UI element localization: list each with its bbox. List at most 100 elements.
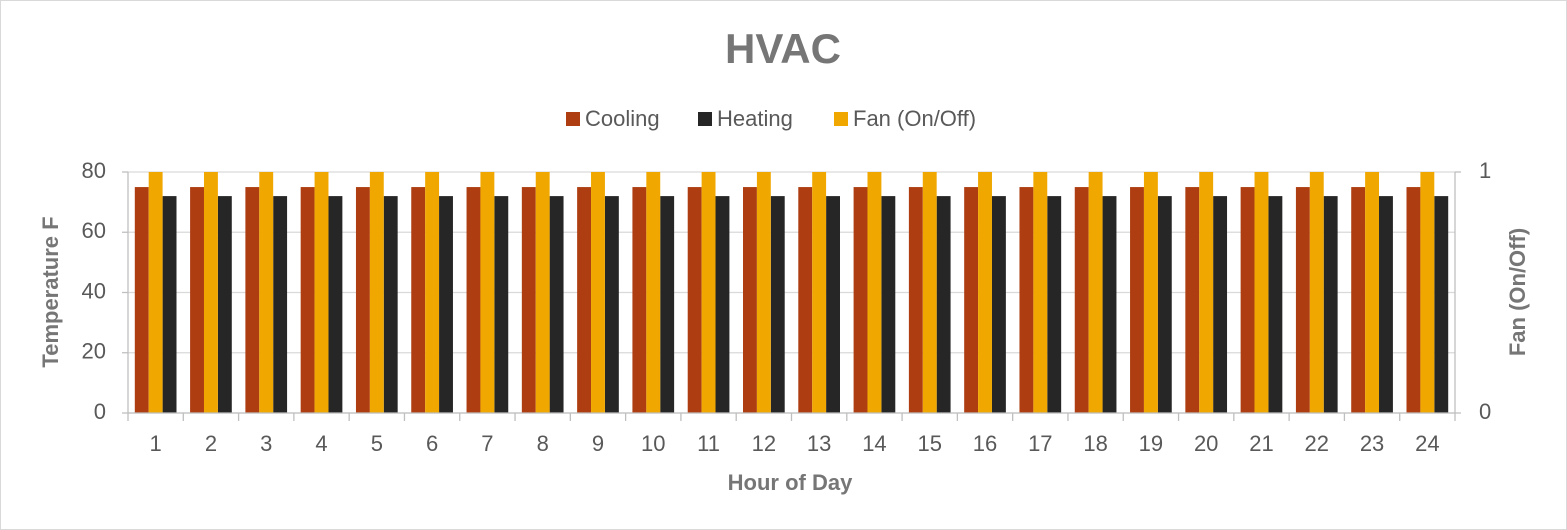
bar bbox=[190, 187, 204, 413]
chart-title: HVAC bbox=[725, 25, 841, 72]
bar bbox=[1351, 187, 1366, 413]
bar bbox=[355, 187, 370, 413]
x-tick-label: 12 bbox=[752, 431, 776, 456]
bar bbox=[1130, 187, 1144, 413]
bar bbox=[494, 196, 509, 413]
bar bbox=[991, 196, 1006, 413]
bar bbox=[245, 187, 260, 413]
x-tick-label: 7 bbox=[481, 431, 493, 456]
x-tick-label: 3 bbox=[260, 431, 272, 456]
bar bbox=[314, 172, 329, 413]
bar bbox=[1240, 187, 1255, 413]
bar bbox=[853, 187, 868, 413]
bar bbox=[922, 172, 937, 413]
y-tick-label: 80 bbox=[82, 158, 106, 183]
bar bbox=[480, 172, 495, 413]
bar bbox=[203, 172, 218, 413]
x-tick-label: 18 bbox=[1083, 431, 1107, 456]
x-tick-label: 5 bbox=[371, 431, 383, 456]
y2-axis-title: Fan (On/Off) bbox=[1505, 228, 1530, 356]
bar bbox=[660, 196, 675, 413]
y-tick-label: 0 bbox=[94, 399, 106, 424]
bar bbox=[756, 172, 771, 413]
bar bbox=[1047, 196, 1062, 413]
bar bbox=[466, 187, 481, 413]
y2-tick-label: 0 bbox=[1479, 399, 1491, 424]
bar bbox=[715, 196, 730, 413]
bar bbox=[300, 187, 315, 413]
bar bbox=[439, 196, 453, 413]
bar bbox=[604, 196, 619, 413]
x-tick-label: 23 bbox=[1360, 431, 1384, 456]
bar bbox=[1323, 196, 1338, 413]
bar bbox=[591, 172, 605, 413]
x-tick-label: 14 bbox=[862, 431, 886, 456]
y2-tick-label: 1 bbox=[1479, 158, 1491, 183]
x-tick-label: 17 bbox=[1028, 431, 1052, 456]
bar bbox=[273, 196, 288, 413]
bar bbox=[1268, 196, 1283, 413]
bar bbox=[535, 172, 550, 413]
bar bbox=[1254, 172, 1269, 413]
bar bbox=[1365, 172, 1380, 413]
y-axis-title: Temperature F bbox=[38, 216, 63, 367]
y-tick-label: 60 bbox=[82, 218, 106, 243]
bar bbox=[425, 172, 440, 413]
bar bbox=[881, 196, 896, 413]
x-tick-label: 8 bbox=[537, 431, 549, 456]
bar bbox=[521, 187, 536, 413]
bar bbox=[1406, 187, 1421, 413]
x-tick-label: 13 bbox=[807, 431, 831, 456]
bar bbox=[798, 187, 813, 413]
bar bbox=[1295, 187, 1310, 413]
x-tick-label: 16 bbox=[973, 431, 997, 456]
bar bbox=[383, 196, 398, 413]
x-tick-label: 10 bbox=[641, 431, 665, 456]
bar bbox=[1309, 172, 1324, 413]
bar bbox=[936, 196, 951, 413]
x-tick-label: 1 bbox=[150, 431, 162, 456]
bar bbox=[411, 187, 426, 413]
bar bbox=[1088, 172, 1103, 413]
bar bbox=[964, 187, 979, 413]
legend-label: Fan (On/Off) bbox=[853, 106, 976, 131]
legend-swatch bbox=[834, 112, 848, 126]
x-tick-label: 4 bbox=[315, 431, 327, 456]
legend-label: Cooling bbox=[585, 106, 660, 131]
bar bbox=[1033, 172, 1048, 413]
legend-swatch bbox=[566, 112, 580, 126]
bar bbox=[701, 172, 716, 413]
bar bbox=[1434, 196, 1449, 413]
bar bbox=[812, 172, 827, 413]
bar bbox=[162, 196, 177, 413]
bar bbox=[770, 196, 785, 413]
bar bbox=[867, 172, 882, 413]
bar bbox=[1102, 196, 1117, 413]
bar bbox=[908, 187, 923, 413]
bar bbox=[1157, 196, 1172, 413]
x-tick-label: 11 bbox=[697, 431, 720, 456]
x-tick-label: 2 bbox=[205, 431, 217, 456]
legend-label: Heating bbox=[717, 106, 793, 131]
bar bbox=[978, 172, 992, 413]
x-tick-label: 6 bbox=[426, 431, 438, 456]
bar bbox=[826, 196, 840, 413]
bar bbox=[134, 187, 149, 413]
bar bbox=[1213, 196, 1228, 413]
bar bbox=[577, 187, 592, 413]
bar bbox=[1199, 172, 1214, 413]
bar bbox=[259, 172, 274, 413]
bar bbox=[549, 196, 564, 413]
x-tick-label: 19 bbox=[1139, 431, 1163, 456]
bar bbox=[1379, 196, 1393, 413]
x-tick-label: 22 bbox=[1305, 431, 1329, 456]
bar bbox=[1420, 172, 1435, 413]
x-axis-title: Hour of Day bbox=[728, 470, 853, 495]
bar bbox=[646, 172, 661, 413]
x-tick-label: 24 bbox=[1415, 431, 1439, 456]
y-tick-label: 20 bbox=[82, 339, 106, 364]
bar bbox=[1019, 187, 1034, 413]
bar bbox=[148, 172, 163, 413]
